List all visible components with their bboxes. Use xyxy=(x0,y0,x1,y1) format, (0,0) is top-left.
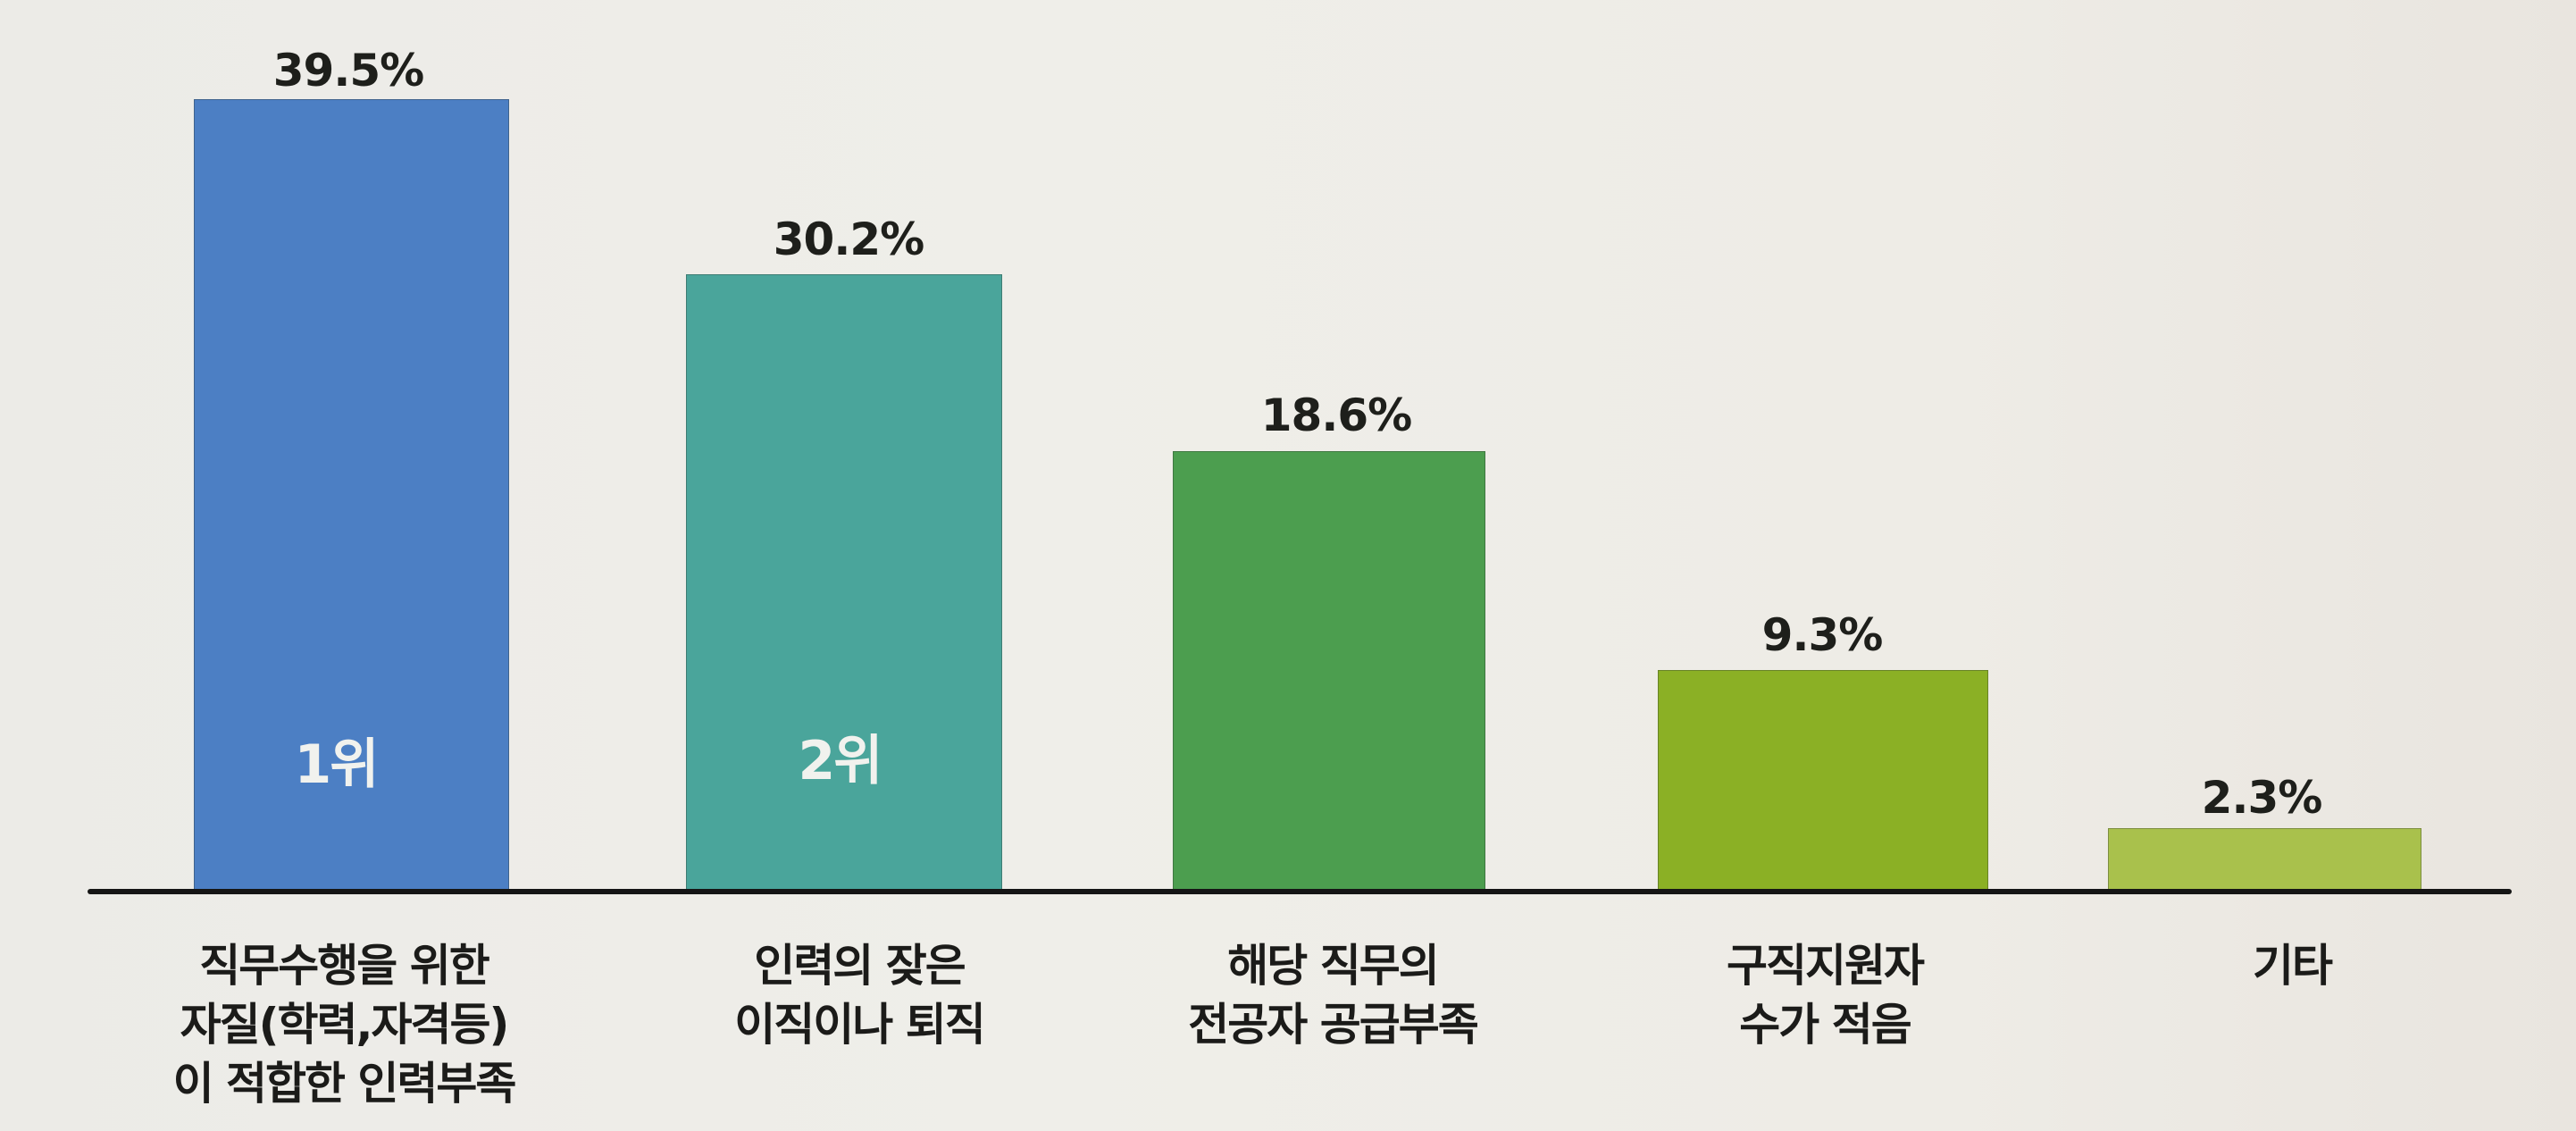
bar-5 xyxy=(2108,828,2421,891)
bar-2 xyxy=(686,274,1002,892)
category-label-line: 전공자 공급부족 xyxy=(1188,999,1478,1051)
bar-4 xyxy=(1658,670,1988,891)
category-label-line: 이직이나 퇴직 xyxy=(734,999,985,1051)
rank-label-2: 2위 xyxy=(798,730,883,792)
bar-value-label: 9.3% xyxy=(1761,609,1884,661)
category-label-line: 직무수행을 위한 xyxy=(199,940,489,992)
bar-value-label: 2.3% xyxy=(2201,772,2323,824)
bar-value-label: 39.5% xyxy=(272,45,424,96)
bar-value-label: 30.2% xyxy=(773,214,924,265)
category-label-line: 수가 적음 xyxy=(1739,999,1911,1051)
rank-label-1: 1위 xyxy=(294,733,380,796)
category-label-4: 구직지원자 수가 적음 xyxy=(1727,936,1925,1054)
x-axis-line xyxy=(88,889,2512,894)
category-label-line: 해당 직무의 xyxy=(1227,940,1439,992)
category-label-line: 인력의 잦은 xyxy=(754,940,966,992)
bar-1 xyxy=(194,99,509,892)
category-label-line: 자질(학력,자격등) xyxy=(180,999,510,1051)
category-label-1: 직무수행을 위한 자질(학력,자격등) 이 적합한 인력부족 xyxy=(172,936,517,1113)
category-label-3: 해당 직무의 전공자 공급부족 xyxy=(1188,936,1478,1054)
category-label-line: 구직지원자 xyxy=(1727,940,1925,992)
category-label-line: 기타 xyxy=(2253,940,2333,992)
category-label-5: 기타 xyxy=(2253,936,2333,995)
category-label-line: 이 적합한 인력부족 xyxy=(172,1058,517,1110)
category-label-2: 인력의 잦은 이직이나 퇴직 xyxy=(734,936,985,1054)
bar-3 xyxy=(1173,451,1485,891)
bar-value-label: 18.6% xyxy=(1260,390,1412,441)
